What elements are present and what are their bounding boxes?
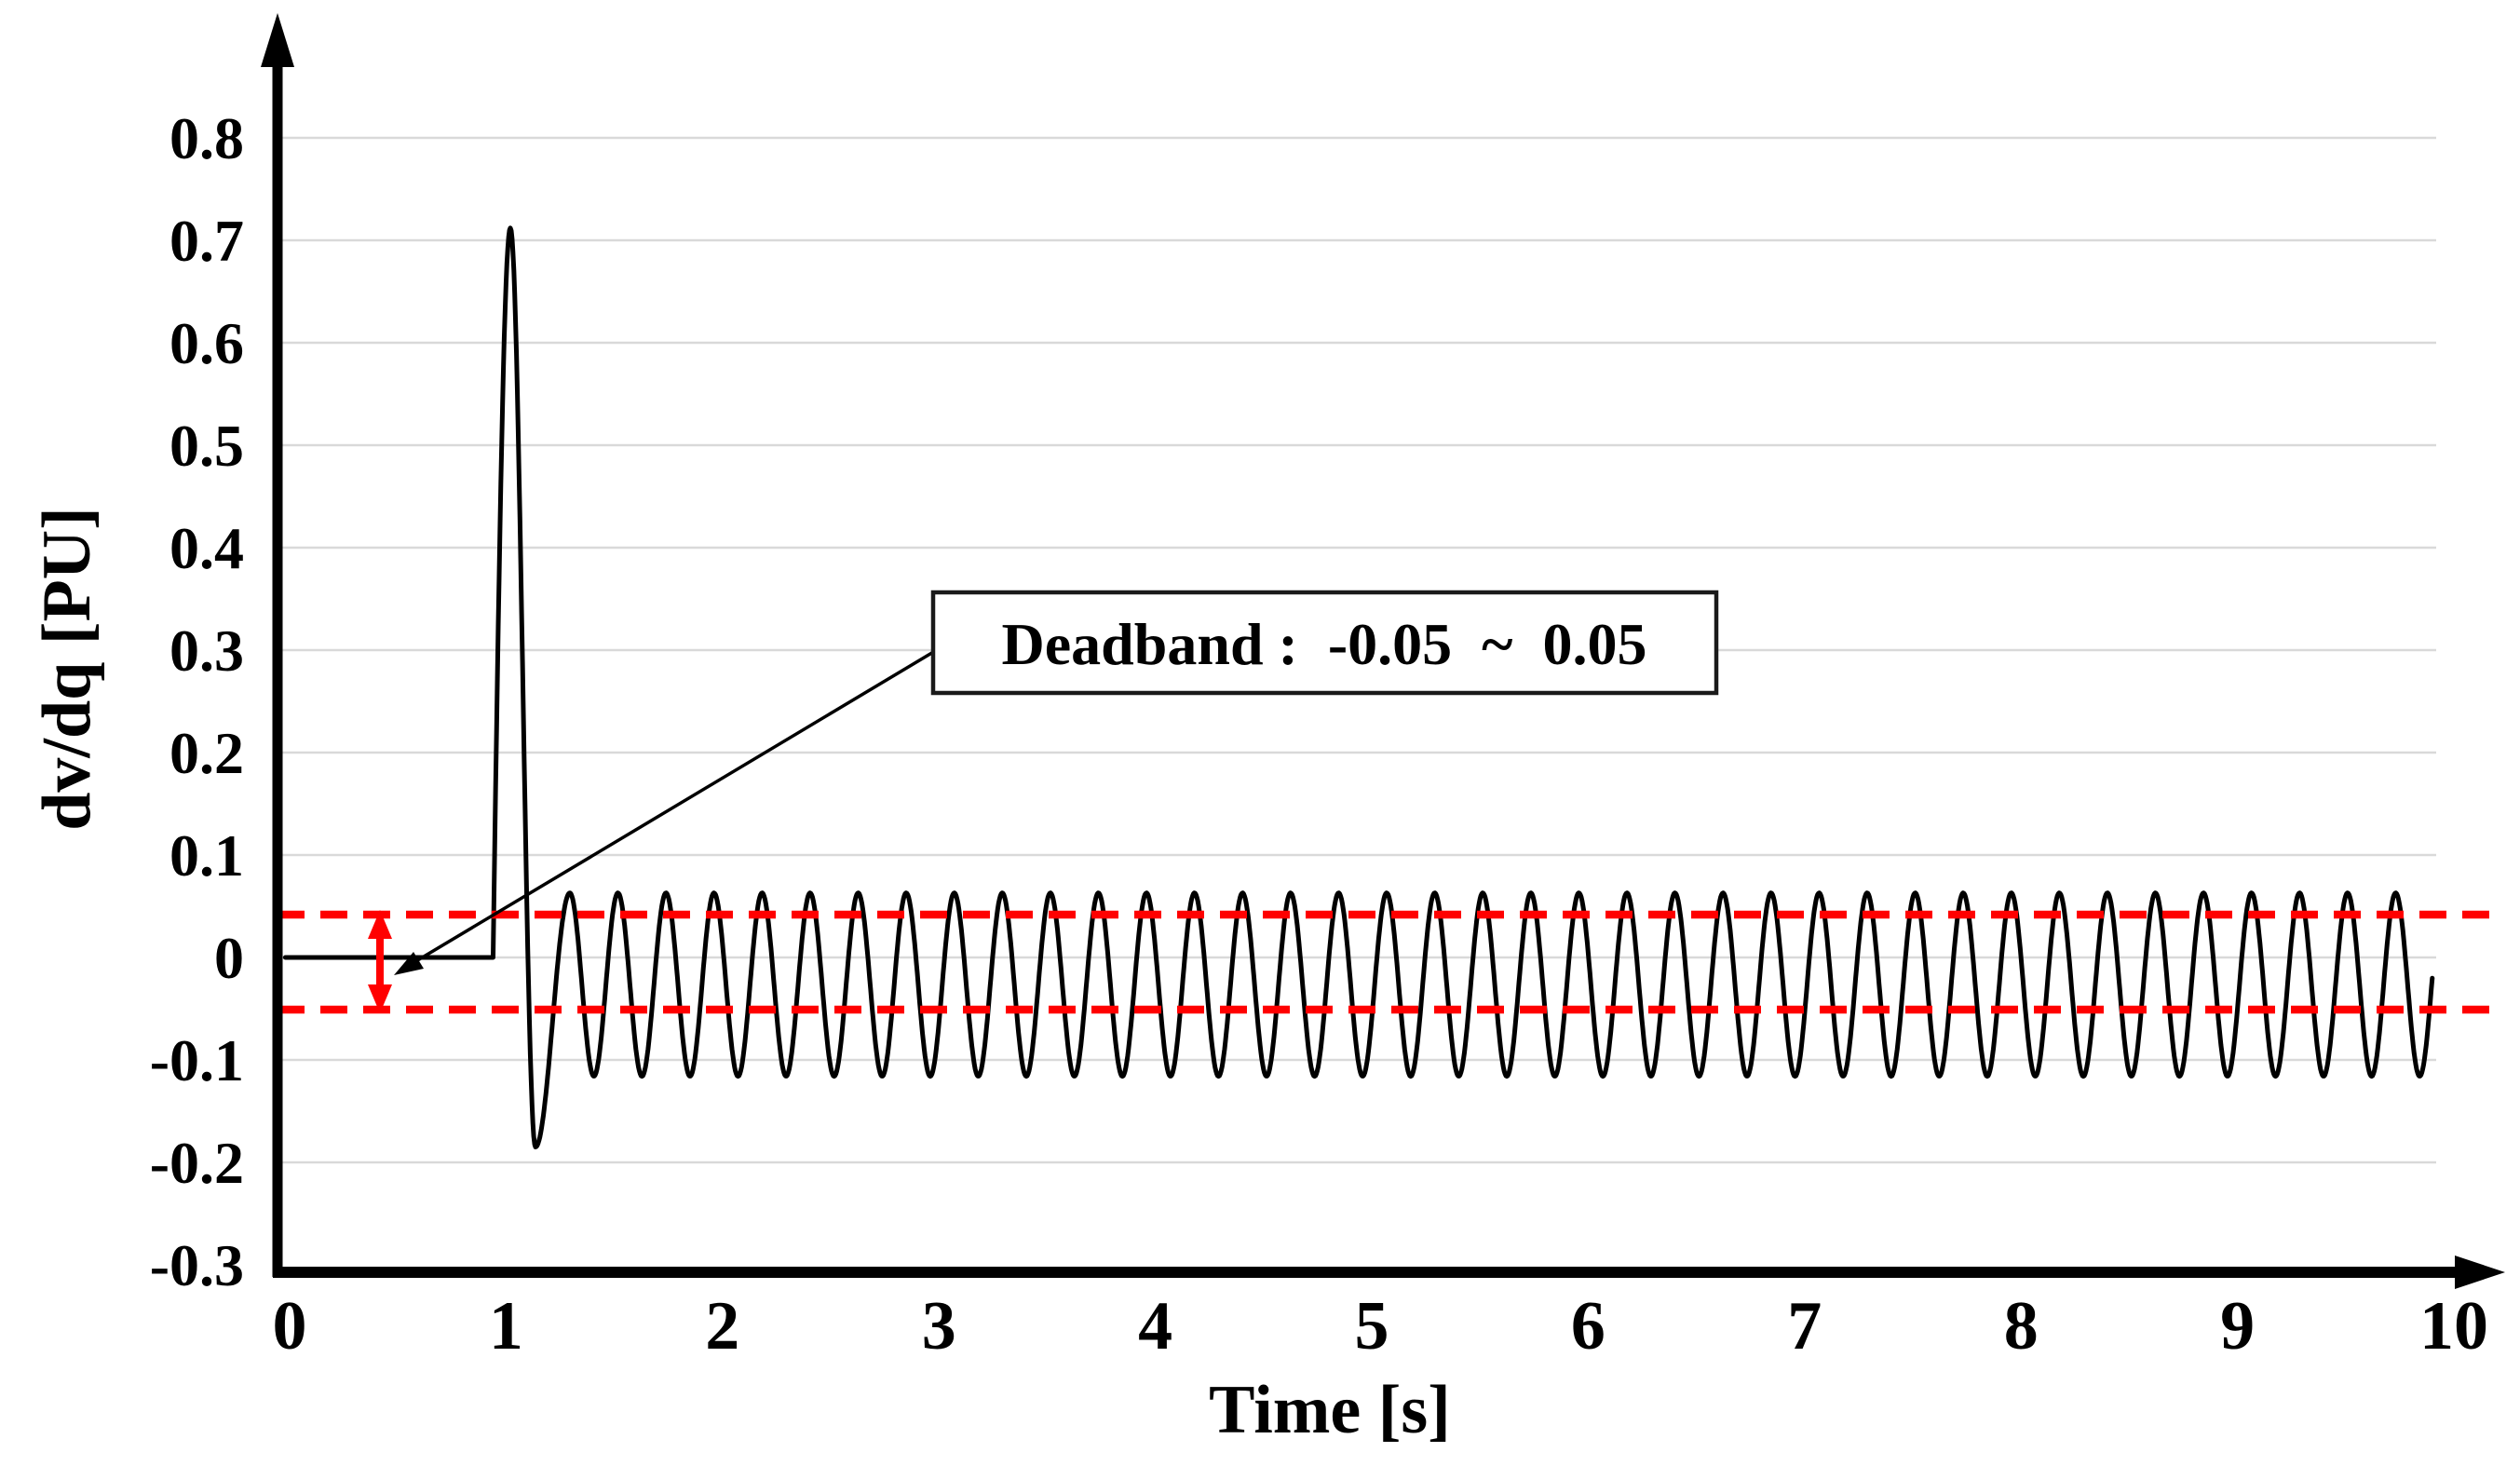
y-tick-label: -0.2: [150, 1130, 244, 1196]
x-tick-label: 5: [1355, 1288, 1389, 1364]
signal-line: [282, 225, 2435, 1149]
y-tick-label: 0.8: [169, 105, 244, 171]
x-tick-label: 8: [2004, 1288, 2039, 1364]
arrow-up-icon: [368, 910, 392, 939]
x-tick-label: 3: [922, 1288, 956, 1364]
annotation-label: Deadband : -0.05 ~ 0.05: [1002, 611, 1647, 677]
x-tick-label: 4: [1138, 1288, 1172, 1364]
annotation-box: Deadband : -0.05 ~ 0.05: [930, 590, 1719, 696]
y-tick-label: -0.3: [150, 1232, 244, 1298]
x-tick-label: 7: [1787, 1288, 1822, 1364]
y-tick-label: 0.1: [169, 822, 244, 889]
y-tick-label: 0.3: [169, 618, 244, 684]
y-tick-label: 0.4: [169, 515, 244, 581]
x-tick-label: 6: [1571, 1288, 1605, 1364]
y-tick-label: 0.6: [169, 310, 244, 376]
arrow-down-icon: [368, 984, 392, 1013]
y-tick-label: 0.2: [169, 720, 244, 786]
x-tick-label: 10: [2419, 1288, 2488, 1364]
x-tick-label: 0: [273, 1288, 307, 1364]
annotation-leader: [394, 649, 936, 975]
leader-arrowhead-icon: [394, 952, 424, 975]
y-tick-label: 0.5: [169, 413, 244, 479]
y-tick-label: -0.1: [150, 1027, 244, 1093]
y-axis-title: dv/dq [PU]: [29, 507, 105, 830]
x-tick-label: 9: [2220, 1288, 2255, 1364]
deadband-range-arrow: [368, 910, 392, 1013]
y-tick-labels: 0.8 0.7 0.6 0.5 0.4 0.3 0.2 0.1 0 -0.1 -0.2 -0.3: [150, 105, 244, 1298]
y-tick-label: 0: [214, 925, 244, 991]
x-axis-arrow-icon: [2455, 1256, 2505, 1289]
y-tick-label: 0.7: [169, 208, 244, 274]
x-tick-labels: 0 1 2 3 4 5 6 7 8 9 10: [273, 1288, 2489, 1364]
deadband-lines: [278, 910, 2500, 1014]
x-axis-title: Time [s]: [1209, 1372, 1451, 1448]
x-tick-label: 1: [489, 1288, 523, 1364]
axes: [261, 13, 2505, 1289]
x-tick-label: 2: [705, 1288, 739, 1364]
y-axis-arrow-icon: [261, 13, 294, 67]
